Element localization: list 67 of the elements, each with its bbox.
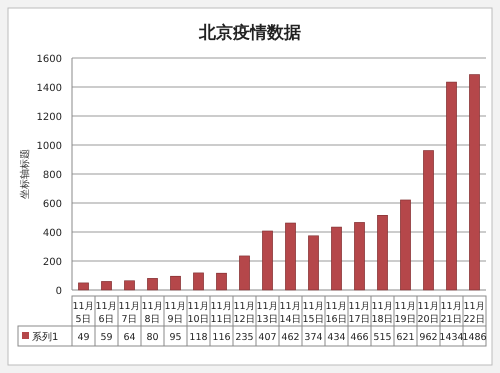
- y-tick-label: 0: [56, 286, 62, 297]
- x-tick-label: 11月17日: [348, 301, 371, 325]
- bar: [216, 272, 227, 290]
- data-label: 434: [327, 332, 346, 343]
- x-tick-label: 11月18日: [371, 301, 394, 325]
- data-table: 11月5日 11月6日 11月7日 11月8日 11月9日 11月10日 11月11日 11月12日 11月13日 11月14日 11月15日 11月16日 11月17日 11月18日 11月19日 11月20日 11月21日 11月22日 系列1 49 59 64 80 95 118 116 235 407 462 374 434 466 515 621 962 14341486: [18, 296, 487, 346]
- bar: [285, 222, 296, 290]
- bar: [423, 150, 434, 290]
- x-tick-label: 11月9日: [164, 301, 187, 325]
- data-label: 118: [189, 332, 208, 343]
- bar: [469, 74, 480, 290]
- y-tick-label: 800: [42, 170, 62, 181]
- bar: [170, 276, 181, 290]
- y-axis-title: 坐标轴标题: [19, 149, 31, 199]
- x-tick-label: 11月21日: [440, 301, 463, 325]
- data-label: 621: [396, 332, 415, 343]
- bar: [308, 235, 319, 290]
- bar: [262, 230, 273, 290]
- y-tick-label: 600: [42, 199, 62, 210]
- y-tick-label: 200: [42, 257, 62, 268]
- data-label: 59: [100, 332, 113, 343]
- data-label: 515: [373, 332, 392, 343]
- bar: [147, 278, 158, 290]
- legend-label: 系列1: [32, 331, 58, 343]
- bar: [78, 282, 89, 290]
- x-tick-label: 11月7日: [118, 301, 141, 325]
- data-label: 407: [258, 332, 277, 343]
- bar: [101, 281, 112, 290]
- x-tick-label: 11月6日: [95, 301, 118, 325]
- bar: [331, 226, 342, 290]
- x-tick-label: 11月8日: [141, 301, 164, 325]
- bar: [124, 280, 135, 290]
- x-tick-label: 11月10日: [187, 301, 210, 325]
- bar: [400, 200, 411, 290]
- bar: [377, 215, 388, 290]
- x-tick-label: 11月19日: [394, 301, 417, 325]
- data-label: 116: [212, 332, 231, 343]
- data-label: 374: [304, 332, 323, 343]
- bar: [193, 272, 204, 290]
- y-tick-label: 1000: [36, 141, 62, 152]
- data-label: 235: [235, 332, 254, 343]
- data-label: 462: [281, 332, 300, 343]
- y-tick-label: 1600: [36, 54, 62, 65]
- y-tick-label: 1200: [36, 112, 62, 123]
- data-label: 64: [123, 332, 136, 343]
- data-label: 1486: [462, 332, 487, 343]
- bar: [446, 82, 457, 290]
- x-tick-label: 11月13日: [256, 301, 279, 325]
- data-label: 80: [146, 332, 159, 343]
- x-tick-label: 11月22日: [463, 301, 486, 325]
- y-tick-label: 1400: [36, 83, 62, 94]
- data-label: 1434: [439, 332, 464, 343]
- x-tick-label: 11月16日: [325, 301, 348, 325]
- x-tick-label: 11月12日: [233, 301, 256, 325]
- data-label: 95: [169, 332, 182, 343]
- x-tick-label: 11月20日: [417, 301, 440, 325]
- x-tick-label: 11月5日: [72, 301, 95, 325]
- x-tick-label: 11月14日: [279, 301, 302, 325]
- bar: [354, 222, 365, 290]
- x-tick-label: 11月11日: [210, 301, 233, 325]
- chart-title: 北京疫情数据: [198, 23, 301, 43]
- bar: [239, 256, 250, 290]
- data-label: 466: [350, 332, 369, 343]
- x-tick-label: 11月15日: [302, 301, 325, 325]
- data-label: 49: [77, 332, 90, 343]
- data-label: 962: [419, 332, 438, 343]
- y-tick-label: 400: [42, 228, 62, 239]
